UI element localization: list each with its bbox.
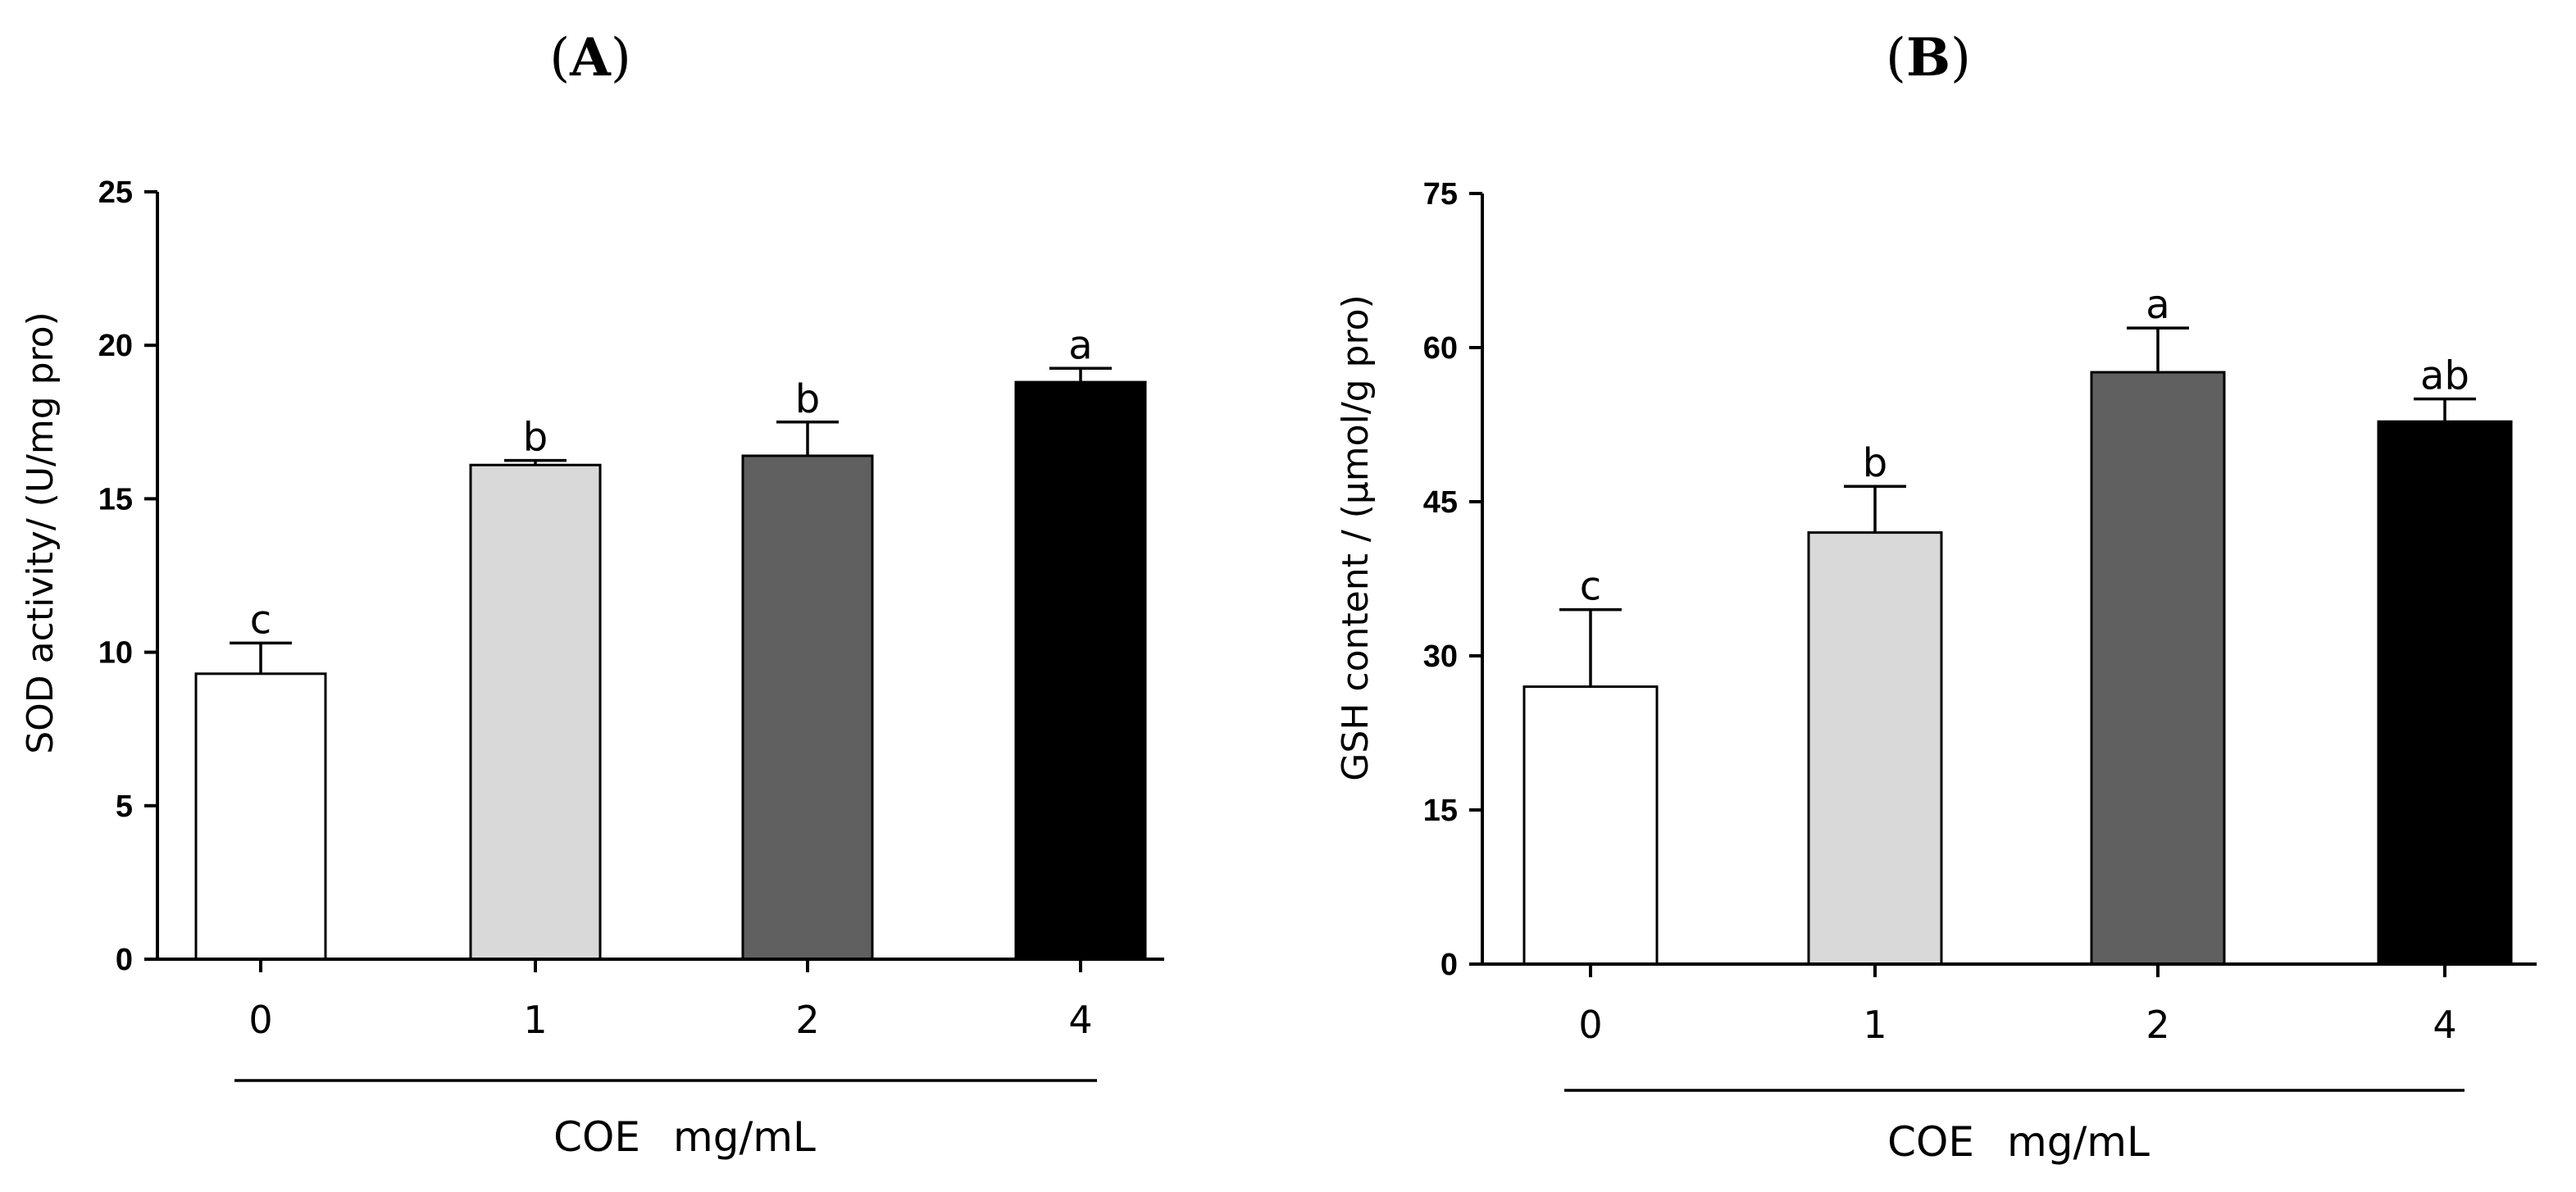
panel-a-y-tick-label: 0	[116, 943, 133, 977]
panel-a-bar-0	[194, 672, 327, 961]
panel-a-x-tick-label: 0	[248, 998, 272, 1042]
panel-b-group-label: COE mg/mL	[1887, 1118, 2150, 1166]
panel-b-x-tick-label: 1	[1863, 1003, 1886, 1047]
panel-a-bar-1	[469, 463, 602, 961]
panel-b: (B) GSH content / (μmol/g pro) c b a ab 0 15…	[1335, 27, 2537, 1166]
panel-b-bar-4	[2377, 420, 2513, 966]
panel-a-letter-text: A	[569, 27, 612, 89]
panel-b-y-tick-label: 75	[1423, 177, 1458, 212]
panel-a-group-label: COE mg/mL	[553, 1113, 816, 1161]
panel-a-group-unit: mg/mL	[673, 1113, 816, 1161]
panel-b-significance-1: b	[1863, 440, 1887, 486]
panel-a-y-tick-label: 5	[116, 789, 133, 824]
panel-b-y-ticks: 0 15 30 45 60 75	[1423, 177, 1482, 982]
panel-a-bar-2	[741, 454, 874, 961]
panel-b-group-prefix: COE	[1887, 1118, 1974, 1166]
panel-b-x-ticks: 0 1 2 4	[1578, 964, 2457, 1047]
panel-a-letter: (A)	[549, 27, 631, 89]
panel-b-group-unit: mg/mL	[2007, 1118, 2150, 1166]
panel-a-bar-4	[1014, 380, 1147, 961]
panel-b-significance-0: c	[1580, 564, 1601, 610]
panel-a-x-tick-label: 2	[795, 998, 819, 1042]
panel-a-significance-4: a	[1068, 322, 1092, 368]
panel-b-bars	[1522, 371, 2513, 966]
panel-a-y-ticks: 0 5 10 15 20 25	[98, 175, 157, 977]
panel-a-y-tick-label: 20	[98, 329, 133, 363]
panel-a-x-tick-label: 4	[1068, 998, 1092, 1042]
panel-a-y-tick-label: 15	[98, 482, 133, 516]
panel-a-x-ticks: 0 1 2 4	[248, 959, 1093, 1042]
panel-b-y-axis-title: GSH content / (μmol/g pro)	[1335, 294, 1377, 780]
panel-a-error-bars	[230, 366, 1112, 674]
panel-b-x-tick-label: 2	[2146, 1003, 2169, 1047]
panel-a-bars	[194, 380, 1147, 961]
panel-b-x-tick-label: 0	[1578, 1003, 1602, 1047]
panel-a-y-tick-label: 25	[98, 175, 133, 210]
panel-b-bar-1	[1807, 531, 1943, 966]
panel-b-y-tick-label: 60	[1423, 331, 1458, 366]
panel-a-significance-labels: c b b a	[250, 322, 1093, 643]
panel-b-y-tick-label: 15	[1423, 794, 1458, 828]
panel-a-y-axis-title: SOD activity/ (U/mg pro)	[20, 312, 61, 754]
panel-b-letter-text: B	[1906, 27, 1950, 89]
panel-a-y-tick-label: 10	[98, 636, 133, 671]
panel-b-y-tick-label: 45	[1423, 485, 1458, 520]
panel-b-bar-0	[1522, 685, 1659, 966]
panel-a-significance-2: b	[795, 376, 820, 422]
panel-a-group-prefix: COE	[553, 1113, 640, 1161]
panel-b-x-tick-label: 4	[2433, 1003, 2456, 1047]
panel-a-significance-1: b	[523, 415, 548, 461]
panel-b-error-bars	[1559, 326, 2476, 687]
panel-b-bar-2	[2090, 371, 2226, 966]
panel-b-y-tick-label: 0	[1440, 948, 1458, 982]
panel-a-x-tick-label: 1	[523, 998, 547, 1042]
panel-b-significance-2: a	[2146, 282, 2169, 328]
panel-b-y-tick-label: 30	[1423, 639, 1458, 674]
panel-a-significance-0: c	[250, 597, 271, 643]
panel-b-letter: (B)	[1886, 27, 1971, 89]
panel-b-significance-labels: c b a ab	[1580, 282, 2469, 609]
panel-b-significance-4: ab	[2420, 353, 2469, 399]
